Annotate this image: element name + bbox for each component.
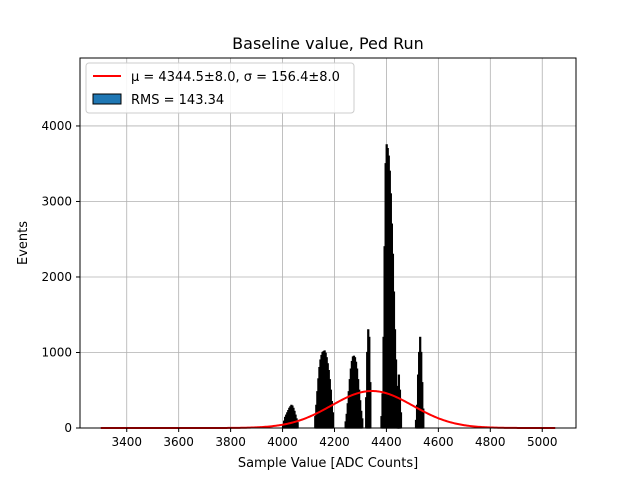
x-tick-label: 3600 bbox=[163, 435, 194, 449]
histogram-bar bbox=[361, 418, 364, 429]
x-axis-ticks: 3400 3600 3800 4000 4200 4400 4600 4800 5000 bbox=[111, 428, 558, 449]
y-axis-ticks: 0 1000 2000 3000 4000 bbox=[41, 119, 80, 435]
histogram-bar bbox=[296, 422, 299, 429]
x-tick-label: 3800 bbox=[215, 435, 246, 449]
legend-fit-label: μ = 4344.5±8.0, σ = 156.4±8.0 bbox=[131, 70, 340, 85]
x-axis-label: Sample Value [ADC Counts] bbox=[238, 456, 418, 471]
y-tick-label: 4000 bbox=[41, 119, 72, 133]
y-tick-label: 3000 bbox=[41, 194, 72, 208]
histogram-bar bbox=[331, 412, 335, 429]
histogram-bar bbox=[399, 412, 403, 429]
chart-title: Baseline value, Ped Run bbox=[232, 34, 424, 53]
legend: μ = 4344.5±8.0, σ = 156.4±8.0 RMS = 143.… bbox=[85, 62, 355, 114]
y-axis-label: Events bbox=[16, 221, 31, 265]
plot-frame bbox=[79, 57, 577, 429]
x-tick-label: 4800 bbox=[475, 435, 506, 449]
x-tick-label: 4200 bbox=[319, 435, 350, 449]
y-tick-label: 0 bbox=[64, 421, 72, 435]
y-tick-label: 2000 bbox=[41, 270, 72, 284]
x-tick-label: 3400 bbox=[111, 435, 142, 449]
legend-rms-swatch bbox=[92, 93, 122, 105]
x-tick-label: 5000 bbox=[527, 435, 558, 449]
x-tick-label: 4600 bbox=[423, 435, 454, 449]
y-tick-label: 1000 bbox=[41, 345, 72, 359]
legend-box bbox=[85, 62, 355, 114]
x-tick-label: 4400 bbox=[371, 435, 402, 449]
histogram-bar bbox=[369, 382, 372, 429]
x-tick-label: 4000 bbox=[267, 435, 298, 449]
legend-rms-label: RMS = 143.34 bbox=[131, 93, 224, 108]
